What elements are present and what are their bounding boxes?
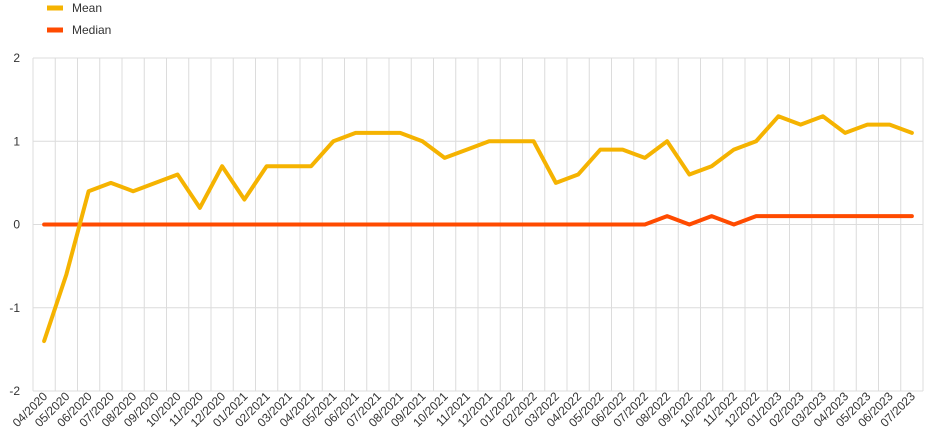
legend-label-mean: Mean xyxy=(72,1,102,15)
series-line-mean xyxy=(42,114,914,344)
x-axis: 04/202005/202006/202007/202008/202009/20… xyxy=(10,389,919,430)
y-tick-label: -1 xyxy=(9,301,20,315)
y-tick-label: -2 xyxy=(9,384,20,398)
legend-label-median: Median xyxy=(72,23,111,37)
series-group xyxy=(42,114,914,344)
legend-swatch-mean xyxy=(47,5,63,11)
legend: Mean Median xyxy=(47,1,111,37)
legend-swatch-median xyxy=(47,27,63,33)
series-line-median xyxy=(42,214,914,227)
y-tick-label: 0 xyxy=(13,218,20,232)
y-axis: 2 1 0 -1 -2 xyxy=(9,51,20,398)
y-tick-label: 2 xyxy=(13,51,20,65)
y-tick-label: 1 xyxy=(13,134,20,148)
